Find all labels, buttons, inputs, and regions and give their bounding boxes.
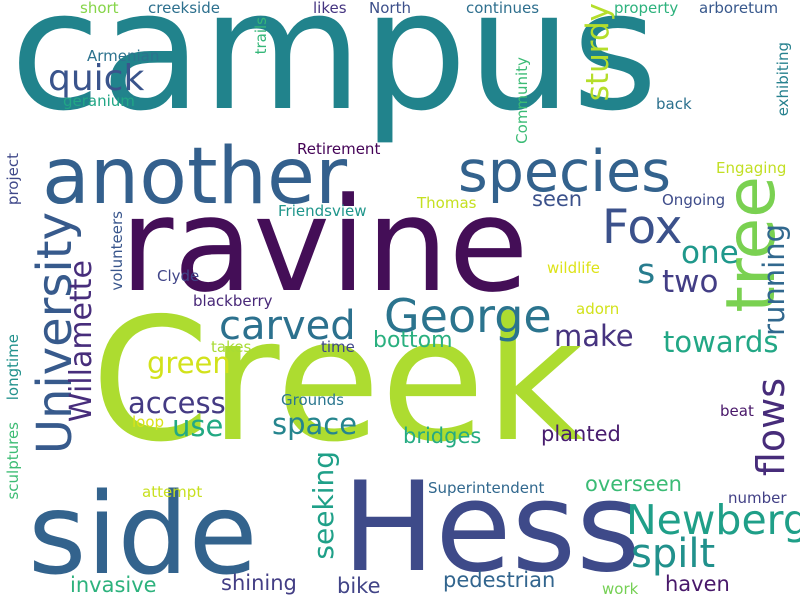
word: wildlife: [547, 259, 600, 277]
word: Fox: [602, 200, 683, 255]
word: Retirement: [297, 140, 381, 158]
word: exhibiting: [774, 42, 792, 117]
word: another: [42, 132, 348, 222]
word: sturdy: [580, 3, 616, 102]
word: towards: [663, 325, 779, 359]
word: Creek: [91, 282, 584, 480]
word: Thomas: [417, 194, 477, 212]
word: loop: [132, 413, 165, 431]
word: continues: [466, 0, 540, 17]
word: sculptures: [4, 422, 22, 500]
word: Willamette: [64, 260, 99, 423]
word: adorn: [576, 300, 620, 318]
word: Newberg: [626, 496, 800, 544]
word: back: [656, 95, 692, 113]
word: Friendsview: [278, 202, 367, 220]
word: quick: [48, 58, 145, 99]
word: one: [681, 235, 739, 271]
word: running: [757, 224, 791, 336]
word: access: [128, 386, 226, 420]
word: takes: [211, 338, 252, 356]
word: shining: [221, 571, 297, 595]
word: blackberry: [193, 292, 273, 310]
word: make: [554, 319, 634, 353]
word: pedestrian: [443, 568, 556, 592]
word: geranium: [63, 92, 135, 110]
word: Ongoing: [662, 191, 726, 209]
word: Grounds: [281, 391, 344, 409]
word: longtime: [4, 334, 22, 401]
word: overseen: [585, 472, 682, 496]
word: trails: [252, 17, 270, 55]
word: Engaging: [716, 159, 787, 177]
word: North: [369, 0, 411, 17]
word: Hess: [342, 456, 641, 600]
word: invasive: [70, 573, 157, 597]
word: use: [172, 409, 224, 443]
word: flows: [749, 378, 793, 477]
word: time: [321, 338, 355, 356]
word: Community: [513, 57, 531, 144]
word: two: [662, 264, 719, 300]
word: Clyde: [157, 267, 200, 285]
word: seen: [532, 187, 583, 211]
word: work: [602, 580, 639, 598]
word: Superintendent: [428, 479, 545, 497]
word: George: [384, 289, 552, 343]
word: bridges: [403, 424, 482, 448]
word: bike: [337, 574, 381, 598]
word: seeking: [307, 451, 340, 560]
word: haven: [665, 572, 730, 596]
word: volunteers: [108, 211, 126, 291]
word: spilt: [631, 531, 716, 577]
word: space: [272, 407, 358, 441]
word: property: [614, 0, 679, 17]
word: species: [458, 139, 671, 205]
word: short: [80, 0, 119, 17]
word: Armenian: [87, 47, 160, 65]
word: beat: [720, 402, 754, 420]
word: planted: [541, 422, 621, 446]
word: side: [28, 470, 258, 600]
word: s: [637, 252, 656, 292]
word: campus: [10, 0, 658, 147]
word: bottom: [373, 328, 453, 353]
word: likes: [313, 0, 347, 17]
word: number: [728, 489, 787, 507]
word: carved: [219, 303, 356, 349]
word: attempt: [142, 483, 203, 501]
word: arboretum: [699, 0, 779, 17]
word: ravine: [120, 169, 529, 321]
word: project: [4, 153, 22, 206]
word: green: [147, 346, 231, 380]
word: creekside: [148, 0, 220, 17]
